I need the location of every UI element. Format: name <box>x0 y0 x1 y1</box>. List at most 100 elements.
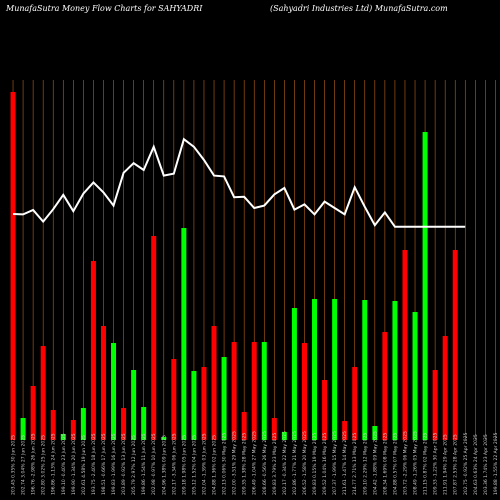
flow-bar <box>111 343 117 440</box>
flow-bar <box>131 370 137 440</box>
x-tick-label: 204.63 0.63% 24 Apr 2025 <box>473 434 479 495</box>
flow-bar <box>382 332 388 440</box>
x-tick-label: 208.66 -0.56% 26 May 2025 <box>262 431 268 495</box>
flow-bar <box>412 312 418 440</box>
flow-bar <box>332 299 338 440</box>
x-tick-label: 202.17 -0.34% 22 May 2025 <box>282 431 288 495</box>
x-tick-label: 203.72 -2.29% 06 May 2025 <box>402 431 408 495</box>
flow-bar <box>261 342 267 440</box>
flow-bar <box>241 412 247 440</box>
x-tick-label: 202.04 -1.39% 03 Jun 2025 <box>201 433 207 495</box>
x-tick-label: 209.33 -1.22% 30 Apr 2025 <box>433 433 439 495</box>
x-tick-label: 204.88 0.57% 07 May 2025 <box>392 433 398 495</box>
x-tick-label: 211.61 -1.47% 14 May 2025 <box>342 431 348 495</box>
x-tick-label: 214.77 2.71% 13 May 2025 <box>352 433 358 495</box>
x-tick-label: 209.18 1.98% 05 Jun 2025 <box>181 435 187 495</box>
flow-bar <box>100 326 106 440</box>
flow-bar <box>322 380 328 440</box>
x-tick-label: 203.45 0.35% 30 Jun 2025 <box>11 435 17 495</box>
flow-bar <box>291 308 297 440</box>
flow-bar <box>221 357 227 440</box>
flow-bar <box>281 432 287 440</box>
flow-bar <box>50 410 56 440</box>
x-tick-label: 209.83 0.15% 19 May 2025 <box>312 433 318 495</box>
x-tick-label: 206.49 -1.04% 27 May 2025 <box>252 431 258 495</box>
x-tick-label: 207.87 2.53% 28 Apr 2025 <box>453 434 459 495</box>
flow-bar <box>141 407 147 440</box>
x-tick-label: 199.83 -1.99% 16 Jun 2025 <box>111 433 117 495</box>
x-tick-label: 209.52 1.04% 16 May 2025 <box>322 433 328 495</box>
flow-bar <box>362 300 368 440</box>
flow-bar <box>30 386 36 440</box>
x-tick-label: 196.86 -1.13% 24 Jun 2025 <box>51 433 57 495</box>
x-tick-label: 209.10 2.29% 12 May 2025 <box>362 433 368 495</box>
x-tick-label: 203.36 1.74% 23 Apr 2025 <box>483 434 489 495</box>
x-tick-label: 207.37 -1.99% 15 May 2025 <box>332 431 338 495</box>
flow-bar <box>181 228 187 440</box>
x-tick-label: 199.90 -1.34% 20 Jun 2025 <box>71 433 77 495</box>
flow-bar <box>231 342 237 440</box>
flow-bar <box>60 434 66 440</box>
x-tick-label: 202.00 -3.51% 29 May 2025 <box>232 431 238 495</box>
x-tick-label: 205.12 1.52% 04 Jun 2025 <box>191 435 197 495</box>
flow-bar <box>10 92 16 440</box>
x-tick-label: 211.91 1.94% 29 Apr 2025 <box>443 434 449 495</box>
flow-bar <box>372 426 378 440</box>
x-tick-label: 202.17 -3.34% 06 Jun 2025 <box>171 433 177 495</box>
x-tick-label: 196.76 -2.98% 26 Jun 2025 <box>31 433 37 495</box>
x-tick-label: 208.34 1.69% 08 May 2025 <box>382 433 388 495</box>
x-tick-label: 209.35 1.38% 28 May 2025 <box>242 433 248 495</box>
x-tick-label: 202.74 3.04% 27 Jun 2025 <box>21 435 27 495</box>
flow-bar <box>432 370 438 440</box>
x-tick-label: 204.42 -1.88% 09 May 2025 <box>372 431 378 495</box>
x-tick-label: 199.88 -1.55% 22 Apr 2025 <box>493 433 499 495</box>
flow-bar <box>392 301 398 440</box>
flow-bar <box>70 420 76 440</box>
flow-bar <box>80 408 86 440</box>
x-tick-label: 193.75 -2.40% 18 Jun 2025 <box>91 433 97 495</box>
x-tick-label: 202.80 3.02% 25 Jun 2025 <box>41 435 47 495</box>
flow-bar <box>151 236 157 440</box>
x-tick-label: 203.89 -0.92% 13 Jun 2025 <box>121 433 127 495</box>
x-tick-label: 205.79 2.97% 12 Jun 2025 <box>131 435 137 495</box>
x-tick-label: 208.49 -1.26% 05 May 2025 <box>413 431 419 495</box>
x-tick-label: 211.15 0.87% 02 May 2025 <box>423 433 429 495</box>
x-tick-label: 209.83 3.79% 23 May 2025 <box>272 433 278 495</box>
flow-bar <box>452 250 458 440</box>
x-tick-label: 199.10 -0.40% 23 Jun 2025 <box>61 433 67 495</box>
x-tick-label: 204.96 1.38% 09 Jun 2025 <box>161 435 167 495</box>
flow-bar <box>121 408 127 440</box>
flow-bar <box>20 418 26 440</box>
flow-bar <box>342 421 348 440</box>
flow-bar <box>271 418 277 440</box>
flow-bar <box>211 326 217 440</box>
flow-bar <box>402 250 408 440</box>
flow-bar <box>442 336 448 440</box>
flow-bar <box>352 367 358 440</box>
price-line <box>12 137 466 228</box>
x-tick-label: 199.86 -1.54% 11 Jun 2025 <box>141 433 147 495</box>
flow-bar <box>301 343 307 440</box>
x-tick-label: 202.61 4.58% 19 Jun 2025 <box>81 435 87 495</box>
flow-bar <box>40 346 46 440</box>
flow-bar <box>90 261 96 440</box>
x-tick-label: 202.86 -1.77% 21 May 2025 <box>292 431 298 495</box>
x-tick-label: 198.51 -0.66% 17 Jun 2025 <box>101 433 107 495</box>
flow-bar <box>312 299 318 440</box>
x-axis-labels: 203.45 0.35% 30 Jun 2025 202.74 3.04% 27 … <box>11 431 499 495</box>
x-tick-label: 202.98 -0.97% 10 Jun 2025 <box>151 433 157 495</box>
x-tick-label: 202.75 -0.92% 25 Apr 2025 <box>463 433 469 495</box>
flow-bar <box>422 132 428 440</box>
flow-bar <box>251 342 257 440</box>
chart-title: MunafaSutra Money Flow Charts for SAHYAD… <box>6 4 203 13</box>
chart-subtitle: (Sahyadri Industries Ltd) MunafaSutra.co… <box>270 4 448 13</box>
x-tick-label: 206.52 -1.58% 20 May 2025 <box>302 431 308 495</box>
flow-bar <box>171 359 177 440</box>
flow-bars <box>10 92 458 440</box>
flow-bar <box>191 371 197 440</box>
flow-bar <box>161 437 167 440</box>
grid-lines <box>12 80 496 440</box>
x-tick-label: 204.88 1.36% 02 Jun 2025 <box>212 435 218 495</box>
x-tick-label: 202.13 0.06% 30 May 2025 <box>222 433 228 495</box>
